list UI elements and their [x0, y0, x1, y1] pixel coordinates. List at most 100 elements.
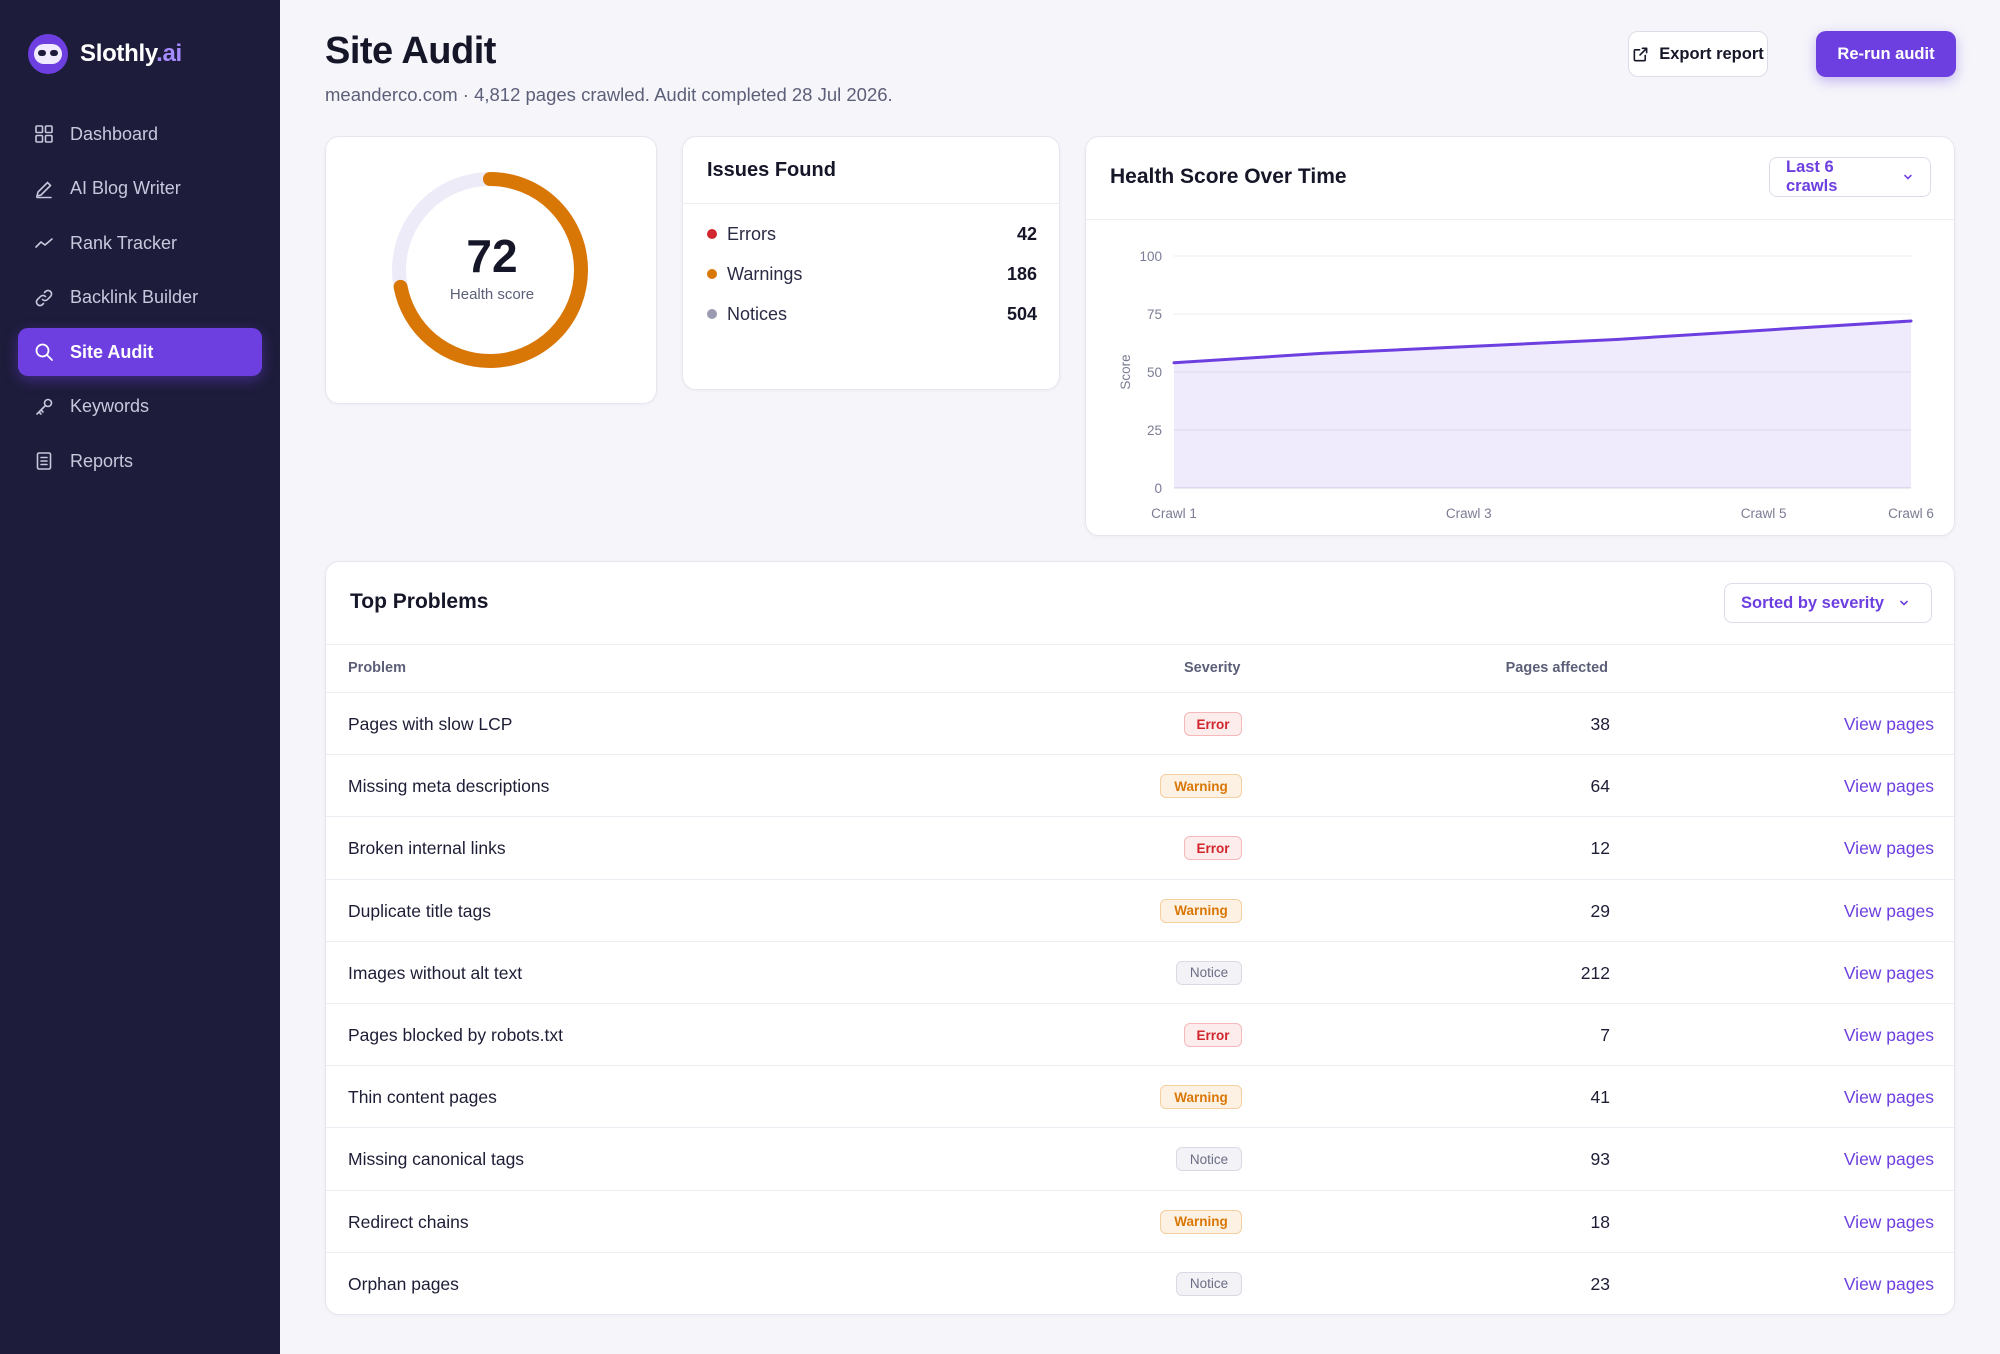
sidebar-item-rank-tracker[interactable]: Rank Tracker — [18, 219, 262, 267]
pages-affected: 41 — [1590, 1087, 1610, 1108]
issues-found-title: Issues Found — [707, 159, 836, 181]
view-pages-link[interactable]: View pages — [1843, 900, 1934, 921]
page-title: Site Audit — [325, 30, 496, 72]
problem-name: Missing canonical tags — [348, 1149, 525, 1170]
sidebar-nav: Dashboard AI Blog Writer Rank Tracker Ba… — [18, 110, 262, 492]
chart-title: Health Score Over Time — [1110, 165, 1347, 188]
document-icon — [36, 452, 52, 470]
severity-badge: Error — [1184, 1023, 1242, 1047]
table-row: Orphan pages Notice 23 View pages — [326, 1251, 1956, 1314]
health-score-card: 72 Health score — [325, 136, 657, 404]
view-pages-link[interactable]: View pages — [1843, 838, 1934, 859]
view-pages-link[interactable]: View pages — [1843, 1211, 1934, 1232]
issue-name: Notices — [727, 303, 788, 324]
problem-name: Duplicate title tags — [348, 900, 491, 921]
table-row: Images without alt text Notice 212 View pag… — [326, 940, 1956, 1003]
view-pages-link[interactable]: View pages — [1843, 1025, 1934, 1045]
score-area — [1174, 321, 1911, 488]
issue-row-notices[interactable]: Notices 504 — [707, 299, 1037, 329]
sidebar-item-backlink-builder[interactable]: Backlink Builder — [18, 274, 262, 322]
issue-name: Errors — [727, 223, 776, 244]
table-row: Broken internal links Error 12 View pages — [326, 816, 1956, 878]
severity-badge: Notice — [1176, 960, 1242, 985]
sidebar-item-ai-blog-writer[interactable]: AI Blog Writer — [18, 165, 262, 213]
link-icon — [35, 289, 53, 306]
view-pages-link[interactable]: View pages — [1843, 1273, 1934, 1294]
sidebar-item-reports[interactable]: Reports — [18, 437, 262, 485]
issues-found-card: Issues Found Errors 42 Warnings 186 Notices 5… — [682, 136, 1060, 390]
export-report-button[interactable]: Export report — [1628, 31, 1768, 77]
column-header-pages-affected[interactable]: Pages affected — [1505, 660, 1608, 676]
problem-name: Thin content pages — [348, 1087, 497, 1108]
grid-icon — [35, 125, 53, 143]
health-score-chart-card: Health Score Over Time Last 6 crawls 0 25… — [1085, 136, 1955, 536]
chevron-down-icon — [1900, 600, 1908, 606]
brand-name: Slothly.ai — [80, 40, 182, 67]
table-row: Pages blocked by robots.txt Error 7 View pa… — [326, 1003, 1956, 1065]
search-icon — [35, 343, 53, 361]
health-score-arc — [392, 172, 588, 368]
problem-name: Orphan pages — [348, 1273, 459, 1294]
status-dot — [707, 309, 717, 319]
sidebar-item-label: Backlink Builder — [70, 287, 199, 307]
table-row: Missing meta descriptions Warning 64 View p… — [326, 754, 1956, 816]
severity-badge: Notice — [1176, 1271, 1242, 1296]
view-pages-link[interactable]: View pages — [1843, 962, 1934, 983]
sidebar-item-keywords[interactable]: Keywords — [18, 383, 262, 431]
pages-affected: 18 — [1590, 1211, 1610, 1232]
sort-select[interactable]: Sorted by severity — [1724, 583, 1932, 623]
severity-badge: Notice — [1176, 1147, 1242, 1172]
pen-icon — [35, 180, 52, 198]
rerun-audit-button[interactable]: Re-run audit — [1816, 31, 1956, 77]
sidebar: Slothly.ai Dashboard AI Blog Writer Rank… — [0, 0, 280, 1354]
y-tick-label: 75 — [1147, 307, 1162, 322]
severity-badge: Warning — [1160, 1085, 1242, 1110]
divider — [326, 644, 1954, 645]
trend-icon — [35, 238, 53, 248]
view-pages-link[interactable]: View pages — [1843, 776, 1934, 797]
problem-name: Redirect chains — [348, 1211, 469, 1232]
health-score-chart: 0 25 50 75 100 Score Crawl 1 Crawl 3 Crawl 5 Craw… — [1118, 249, 1934, 520]
pages-affected: 29 — [1590, 900, 1610, 921]
x-tick-label: Crawl 1 — [1151, 506, 1197, 520]
issue-row-errors[interactable]: Errors 42 — [707, 219, 1037, 249]
pages-affected: 23 — [1590, 1273, 1610, 1294]
crawl-range-select[interactable]: Last 6 crawls — [1769, 157, 1931, 197]
table-row: Missing canonical tags Notice 93 View pages — [326, 1127, 1956, 1189]
problem-name: Missing meta descriptions — [348, 776, 550, 797]
column-header-severity[interactable]: Severity — [1184, 660, 1241, 676]
issue-count: 186 — [1006, 263, 1037, 284]
x-tick-label: Crawl 6 — [1888, 506, 1934, 520]
table-row: Thin content pages Warning 41 View pages — [326, 1065, 1956, 1127]
pages-affected: 12 — [1590, 838, 1610, 859]
brand[interactable]: Slothly.ai — [28, 34, 182, 74]
sidebar-item-label: AI Blog Writer — [70, 178, 181, 198]
issue-row-warnings[interactable]: Warnings 186 — [707, 259, 1037, 289]
view-pages-link[interactable]: View pages — [1843, 1087, 1934, 1108]
problem-name: Pages with slow LCP — [348, 714, 513, 734]
health-score-value: 72 — [466, 230, 518, 282]
view-pages-link[interactable]: View pages — [1843, 1149, 1934, 1170]
view-pages-link[interactable]: View pages — [1843, 714, 1934, 734]
issue-count: 504 — [1006, 303, 1037, 324]
sidebar-item-label: Rank Tracker — [70, 232, 178, 253]
severity-badge: Error — [1184, 712, 1242, 736]
y-tick-label: 25 — [1147, 423, 1162, 438]
column-header-problem[interactable]: Problem — [348, 660, 407, 676]
top-problems-title: Top Problems — [350, 590, 489, 613]
crawl-range-label: Last 6 crawls — [1786, 158, 1838, 195]
score-line — [1172, 319, 1913, 365]
status-dot — [707, 229, 717, 239]
export-report-label: Export report — [1659, 44, 1764, 63]
y-tick-label: 0 — [1154, 481, 1162, 496]
sidebar-item-label: Keywords — [70, 396, 150, 416]
sort-label: Sorted by severity — [1741, 593, 1885, 612]
pages-affected: 93 — [1590, 1149, 1610, 1170]
status-dot — [707, 269, 717, 279]
pages-affected: 7 — [1600, 1025, 1610, 1045]
pages-affected: 212 — [1580, 962, 1610, 983]
sidebar-item-site-audit[interactable]: Site Audit — [18, 328, 262, 376]
sidebar-item-dashboard[interactable]: Dashboard — [18, 110, 262, 158]
pages-affected: 64 — [1590, 776, 1610, 797]
sloth-logo-icon — [28, 34, 68, 74]
